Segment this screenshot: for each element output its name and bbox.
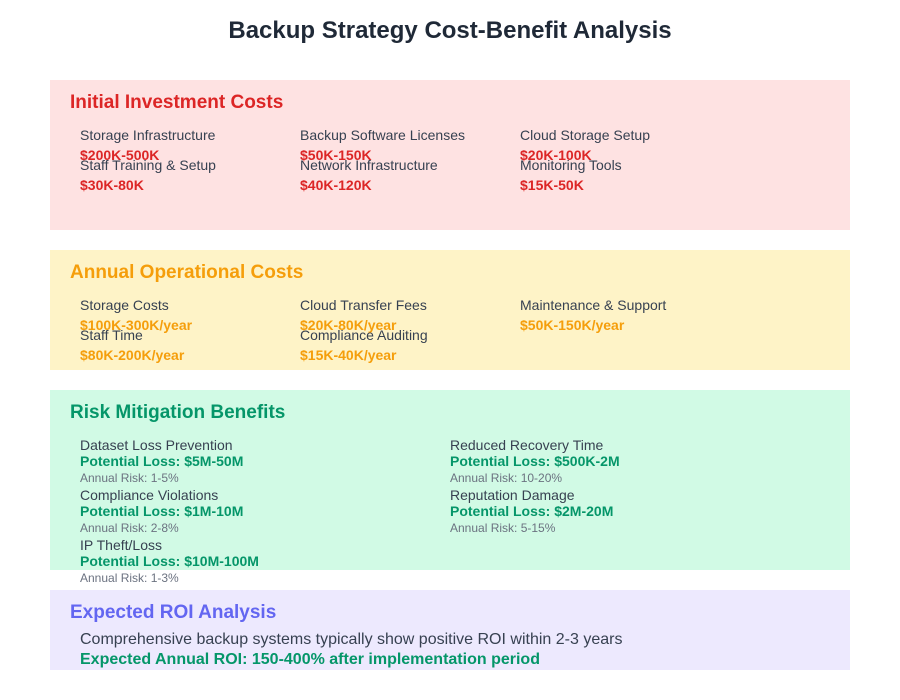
risk-benefits-heading: Risk Mitigation Benefits bbox=[70, 402, 286, 423]
cost-item-label: Storage Infrastructure bbox=[80, 127, 216, 143]
initial-costs-heading: Initial Investment Costs bbox=[70, 92, 284, 113]
risk-item-annual-risk: Annual Risk: 1-5% bbox=[80, 471, 179, 485]
risk-item-label: IP Theft/Loss bbox=[80, 537, 162, 553]
opex-item-value: $80K-200K/year bbox=[80, 347, 185, 363]
risk-item-value: Potential Loss: $500K-2M bbox=[450, 453, 620, 469]
cost-item-label: Network Infrastructure bbox=[300, 157, 438, 173]
opex-item-maintenance: Maintenance & Support $50K-150K/year bbox=[520, 297, 666, 333]
operational-costs-panel: Annual Operational Costs Storage Costs $… bbox=[50, 250, 850, 370]
risk-item-reputation: Reputation Damage Potential Loss: $2M-20… bbox=[450, 487, 613, 535]
opex-item-label: Storage Costs bbox=[80, 297, 169, 313]
opex-item-cloud-transfer: Cloud Transfer Fees $20K-80K/year bbox=[300, 297, 427, 333]
operational-costs-heading: Annual Operational Costs bbox=[70, 262, 304, 283]
cost-item-network-infrastructure: Network Infrastructure $40K-120K bbox=[300, 157, 438, 193]
roi-description: Comprehensive backup systems typically s… bbox=[80, 631, 623, 648]
risk-item-value: Potential Loss: $1M-10M bbox=[80, 503, 244, 519]
cost-item-value: $30K-80K bbox=[80, 177, 144, 193]
risk-item-label: Reduced Recovery Time bbox=[450, 437, 604, 453]
cost-item-label: Cloud Storage Setup bbox=[520, 127, 650, 143]
opex-item-staff-time: Staff Time $80K-200K/year bbox=[80, 327, 184, 363]
opex-item-value: $20K-80K/year bbox=[300, 317, 397, 333]
risk-item-label: Compliance Violations bbox=[80, 487, 219, 503]
risk-item-dataset-loss: Dataset Loss Prevention Potential Loss: … bbox=[80, 437, 243, 485]
opex-item-label: Compliance Auditing bbox=[300, 327, 428, 343]
cost-item-value: $200K-500K bbox=[80, 147, 160, 163]
risk-item-annual-risk: Annual Risk: 1-3% bbox=[80, 571, 179, 585]
opex-item-compliance-auditing: Compliance Auditing $15K-40K/year bbox=[300, 327, 428, 363]
risk-item-annual-risk: Annual Risk: 2-8% bbox=[80, 521, 179, 535]
opex-item-storage-costs: Storage Costs $100K-300K/year bbox=[80, 297, 192, 333]
opex-item-label: Staff Time bbox=[80, 327, 143, 343]
opex-item-value: $100K-300K/year bbox=[80, 317, 193, 333]
opex-item-value: $50K-150K/year bbox=[520, 317, 625, 333]
risk-item-value: Potential Loss: $10M-100M bbox=[80, 553, 259, 569]
risk-item-label: Reputation Damage bbox=[450, 487, 575, 503]
cost-item-cloud-storage: Cloud Storage Setup $20K-100K bbox=[520, 127, 650, 163]
cost-item-monitoring-tools: Monitoring Tools $15K-50K bbox=[520, 157, 622, 193]
risk-item-annual-risk: Annual Risk: 5-15% bbox=[450, 521, 556, 535]
risk-item-recovery-time: Reduced Recovery Time Potential Loss: $5… bbox=[450, 437, 620, 485]
cost-item-backup-software: Backup Software Licenses $50K-150K bbox=[300, 127, 465, 163]
cost-item-value: $15K-50K bbox=[520, 177, 584, 193]
cost-item-label: Monitoring Tools bbox=[520, 157, 622, 173]
opex-item-label: Cloud Transfer Fees bbox=[300, 297, 427, 313]
risk-benefits-panel: Risk Mitigation Benefits Dataset Loss Pr… bbox=[50, 390, 850, 585]
page-title: Backup Strategy Cost-Benefit Analysis bbox=[228, 17, 672, 44]
cost-item-label: Staff Training & Setup bbox=[80, 157, 216, 173]
opex-item-label: Maintenance & Support bbox=[520, 297, 667, 313]
roi-heading: Expected ROI Analysis bbox=[70, 602, 277, 623]
risk-item-ip-theft: IP Theft/Loss Potential Loss: $10M-100M … bbox=[80, 537, 259, 585]
cost-item-value: $40K-120K bbox=[300, 177, 372, 193]
opex-item-value: $15K-40K/year bbox=[300, 347, 397, 363]
cost-item-value: $20K-100K bbox=[520, 147, 592, 163]
roi-panel: Expected ROI Analysis Comprehensive back… bbox=[50, 590, 850, 670]
risk-item-value: Potential Loss: $2M-20M bbox=[450, 503, 614, 519]
roi-highlight: Expected Annual ROI: 150-400% after impl… bbox=[80, 651, 540, 668]
cost-item-label: Backup Software Licenses bbox=[300, 127, 465, 143]
risk-item-compliance: Compliance Violations Potential Loss: $1… bbox=[80, 487, 243, 535]
risk-item-annual-risk: Annual Risk: 10-20% bbox=[450, 471, 563, 485]
initial-costs-panel: Initial Investment Costs Storage Infrast… bbox=[50, 80, 850, 230]
risk-item-label: Dataset Loss Prevention bbox=[80, 437, 233, 453]
risk-item-value: Potential Loss: $5M-50M bbox=[80, 453, 244, 469]
cost-item-staff-training: Staff Training & Setup $30K-80K bbox=[80, 157, 216, 193]
cost-item-storage-infrastructure: Storage Infrastructure $200K-500K bbox=[80, 127, 215, 163]
cost-item-value: $50K-150K bbox=[300, 147, 372, 163]
